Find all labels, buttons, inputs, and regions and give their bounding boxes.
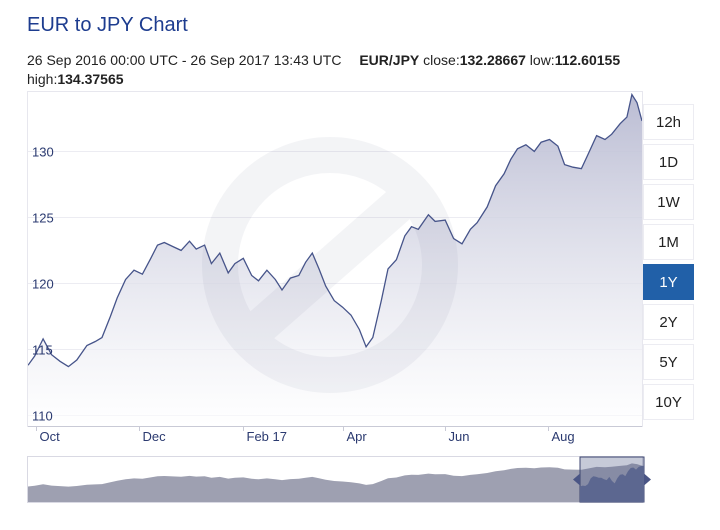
x-axis-labels: Oct Dec Feb 17 Apr Jun Aug bbox=[40, 429, 575, 444]
watermark-logo bbox=[202, 137, 458, 393]
y-tick-label: 125 bbox=[32, 211, 54, 226]
range-button-1m[interactable]: 1M bbox=[643, 224, 694, 260]
range-button-1w[interactable]: 1W bbox=[643, 184, 694, 220]
navigator[interactable] bbox=[27, 456, 652, 503]
chart-title: EUR to JPY Chart bbox=[27, 14, 188, 36]
close-label: close: bbox=[423, 52, 460, 68]
high-value: 134.37565 bbox=[57, 71, 124, 87]
navigator-area bbox=[28, 463, 642, 502]
navigator-right-handle[interactable] bbox=[644, 473, 651, 486]
date-range-text: 26 Sep 2016 00:00 UTC - 26 Sep 2017 13:4… bbox=[27, 52, 342, 68]
low-value: 112.60155 bbox=[554, 52, 621, 68]
low-label: low: bbox=[529, 52, 555, 68]
range-button-1d[interactable]: 1D bbox=[643, 144, 694, 180]
y-tick-label: 130 bbox=[32, 145, 54, 160]
range-button-5y[interactable]: 5Y bbox=[643, 344, 694, 380]
x-axis-ticks bbox=[36, 426, 549, 431]
navigator-selected-area bbox=[580, 465, 644, 502]
range-button-10y[interactable]: 10Y bbox=[643, 384, 694, 420]
high-label: high: bbox=[27, 71, 58, 87]
currency-pair: EUR/JPY bbox=[359, 52, 420, 68]
x-tick-label: Aug bbox=[552, 429, 575, 444]
x-tick-label: Dec bbox=[143, 429, 167, 444]
chart-info: 26 Sep 2016 00:00 UTC - 26 Sep 2017 13:4… bbox=[27, 51, 667, 89]
x-tick-label: Oct bbox=[40, 429, 61, 444]
range-button-2y[interactable]: 2Y bbox=[643, 304, 694, 340]
range-button-12h[interactable]: 12h bbox=[643, 104, 694, 140]
y-tick-label: 115 bbox=[32, 343, 53, 358]
y-axis-labels: 110 115 120 125 130 bbox=[32, 145, 54, 424]
price-area bbox=[28, 94, 642, 426]
y-tick-label: 110 bbox=[32, 409, 53, 424]
x-tick-label: Jun bbox=[449, 429, 470, 444]
price-line bbox=[28, 92, 642, 368]
close-value: 132.28667 bbox=[459, 52, 526, 68]
x-tick-label: Apr bbox=[347, 429, 368, 444]
x-tick-label: Feb 17 bbox=[247, 429, 287, 444]
y-tick-label: 120 bbox=[32, 277, 54, 292]
range-button-1y[interactable]: 1Y bbox=[643, 264, 694, 300]
navigator-left-handle[interactable] bbox=[573, 473, 580, 486]
